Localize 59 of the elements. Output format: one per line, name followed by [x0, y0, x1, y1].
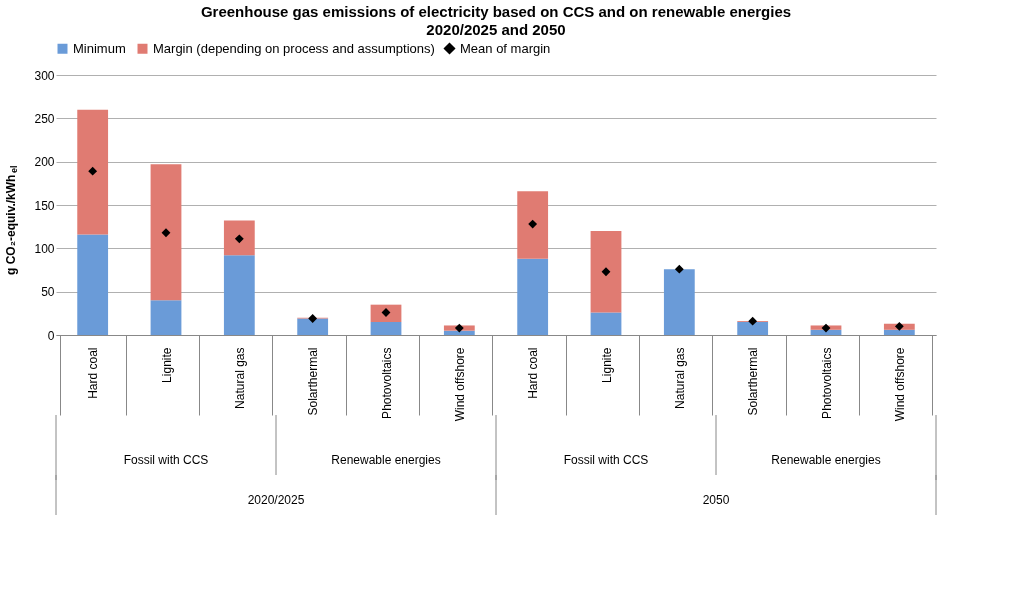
point [308, 314, 317, 323]
bar [370, 304, 402, 322]
bar [590, 312, 622, 335]
point [162, 228, 170, 237]
y-tick-label: 100 [34, 241, 55, 256]
y-tick-label: 50 [41, 285, 55, 300]
x-tick-label: Lignite [599, 347, 614, 383]
point [895, 322, 904, 331]
bar [150, 300, 182, 335]
text: Fossil with CCS [123, 453, 209, 467]
text: 2050 [702, 493, 730, 507]
point [528, 220, 537, 229]
bar [297, 318, 329, 335]
bar [883, 329, 915, 335]
bar [223, 255, 255, 335]
bar [810, 329, 842, 335]
bar [150, 164, 182, 301]
y-tick-label: 150 [34, 198, 55, 213]
text: Fossil with CCS [563, 453, 649, 467]
y-tick-label: 0 [47, 328, 55, 343]
bar [223, 220, 255, 256]
y-tick-label: 200 [34, 155, 55, 170]
x-tick-label: Natural gas [672, 347, 687, 409]
x-tick-label: Wind offshore [452, 347, 467, 422]
x-tick-label: Hard coal [526, 347, 541, 399]
bar [77, 234, 109, 335]
x-tick-label: Solarthermal [746, 347, 761, 416]
legend-label: Margin (depending on process and assumptions) [153, 40, 435, 56]
chart-subtitle: 2020/2025 and 2050 [426, 21, 566, 38]
y-tick-label: 250 [34, 111, 55, 126]
x-tick-label: Solarthermal [306, 347, 321, 416]
x-tick-label: Photovoltaics [819, 347, 834, 419]
text: Renewable energies [331, 453, 441, 467]
point [88, 167, 97, 176]
legend-label: Minimum [73, 40, 126, 56]
x-tick-label: Wind offshore [892, 347, 907, 422]
y-tick-label: 300 [34, 68, 55, 83]
point [455, 324, 464, 333]
text: Renewable energies [771, 453, 881, 467]
legend-label: Mean of margin [460, 40, 551, 56]
point [748, 317, 757, 326]
x-tick-label: Lignite [159, 347, 174, 383]
bar [77, 109, 109, 235]
text: 2020/2025 [247, 493, 305, 507]
bar [370, 322, 402, 335]
chart-title: Greenhouse gas emissions of electricity based on CCS and on renewable energies [200, 3, 792, 20]
bar [517, 191, 549, 259]
x-tick-label: Photovoltaics [379, 347, 394, 419]
bar [663, 269, 695, 335]
point [675, 265, 684, 274]
bar [443, 330, 475, 335]
x-tick-label: Hard coal [86, 347, 101, 399]
point [822, 324, 830, 333]
y-axis-title: g CO₂-equiv./kWhel [4, 165, 19, 275]
bar [737, 322, 769, 335]
bar [517, 258, 549, 335]
point [602, 267, 610, 276]
bar [590, 231, 622, 313]
x-tick-label: Natural gas [232, 347, 247, 409]
